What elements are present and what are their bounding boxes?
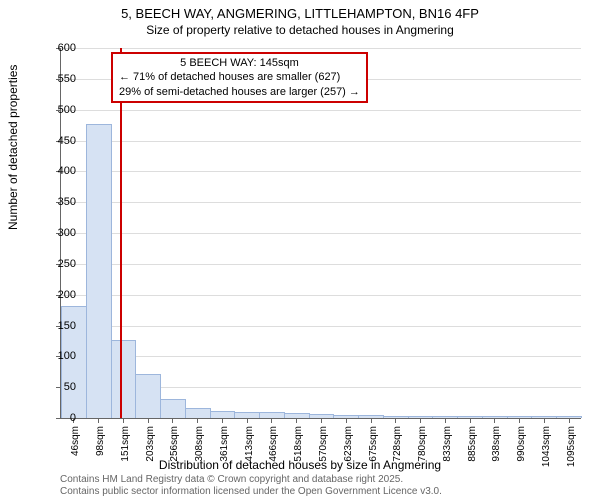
ytick-label: 400 (58, 165, 76, 177)
xtick-label: 518sqm (293, 426, 304, 462)
xtick-mark (148, 418, 149, 423)
xtick-mark (519, 418, 520, 423)
xtick-mark (346, 418, 347, 423)
xtick-label: 675sqm (368, 426, 379, 462)
xtick-mark (296, 418, 297, 423)
xtick-mark (569, 418, 570, 423)
xtick-mark (420, 418, 421, 423)
ytick-label: 50 (64, 381, 76, 393)
xtick-label: 570sqm (318, 426, 329, 462)
ytick-label: 350 (58, 196, 76, 208)
xtick-label: 46sqm (70, 426, 81, 456)
xtick-mark (371, 418, 372, 423)
xtick-label: 623sqm (343, 426, 354, 462)
callout-line3: 29% of semi-detached houses are larger (… (119, 85, 360, 99)
ytick-label: 0 (70, 412, 76, 424)
footer-attribution: Contains HM Land Registry data © Crown c… (60, 474, 442, 498)
xtick-label: 990sqm (516, 426, 527, 462)
chart-subtitle: Size of property relative to detached ho… (0, 23, 600, 37)
xtick-mark (172, 418, 173, 423)
property-marker-line (120, 48, 122, 418)
gridline (61, 295, 581, 296)
ytick-label: 450 (58, 135, 76, 147)
footer-line1: Contains HM Land Registry data © Crown c… (60, 474, 442, 486)
xtick-label: 885sqm (467, 426, 478, 462)
xtick-label: 361sqm (219, 426, 230, 462)
gridline (61, 171, 581, 172)
gridline (61, 141, 581, 142)
plot-region: 46sqm98sqm151sqm203sqm256sqm308sqm361sqm… (60, 48, 581, 419)
gridline (61, 233, 581, 234)
gridline (61, 326, 581, 327)
gridline (61, 110, 581, 111)
chart-title: 5, BEECH WAY, ANGMERING, LITTLEHAMPTON, … (0, 0, 600, 23)
ytick-label: 550 (58, 73, 76, 85)
ytick-label: 150 (58, 320, 76, 332)
xtick-mark (197, 418, 198, 423)
histogram-bar (86, 124, 112, 418)
ytick-label: 100 (58, 350, 76, 362)
histogram-bar (135, 374, 161, 418)
xtick-label: 938sqm (491, 426, 502, 462)
xtick-label: 833sqm (442, 426, 453, 462)
ytick-label: 600 (58, 42, 76, 54)
gridline (61, 356, 581, 357)
gridline (61, 48, 581, 49)
xtick-mark (271, 418, 272, 423)
xtick-label: 728sqm (392, 426, 403, 462)
xtick-label: 98sqm (95, 426, 106, 456)
xtick-mark (247, 418, 248, 423)
xtick-mark (544, 418, 545, 423)
xtick-label: 203sqm (145, 426, 156, 462)
ytick-label: 200 (58, 289, 76, 301)
callout-line2: ← 71% of detached houses are smaller (62… (119, 70, 360, 84)
xtick-mark (494, 418, 495, 423)
histogram-bar (111, 340, 137, 418)
xtick-label: 413sqm (244, 426, 255, 462)
property-callout: 5 BEECH WAY: 145sqm← 71% of detached hou… (111, 52, 368, 103)
xtick-label: 308sqm (194, 426, 205, 462)
xtick-mark (222, 418, 223, 423)
xtick-label: 466sqm (268, 426, 279, 462)
xtick-label: 151sqm (120, 426, 131, 462)
histogram-bar (185, 408, 211, 418)
xtick-mark (395, 418, 396, 423)
xtick-mark (123, 418, 124, 423)
y-axis-label: Number of detached properties (6, 65, 20, 230)
xtick-mark (470, 418, 471, 423)
xtick-mark (321, 418, 322, 423)
gridline (61, 264, 581, 265)
xtick-label: 780sqm (417, 426, 428, 462)
ytick-mark (56, 418, 61, 419)
ytick-label: 300 (58, 227, 76, 239)
histogram-bar (160, 399, 186, 419)
xtick-mark (445, 418, 446, 423)
ytick-label: 250 (58, 258, 76, 270)
ytick-label: 500 (58, 104, 76, 116)
histogram-bar (210, 411, 236, 418)
xtick-mark (98, 418, 99, 423)
x-axis-label: Distribution of detached houses by size … (0, 458, 600, 472)
callout-line1: 5 BEECH WAY: 145sqm (119, 56, 360, 70)
gridline (61, 202, 581, 203)
xtick-label: 256sqm (169, 426, 180, 462)
footer-line2: Contains public sector information licen… (60, 486, 442, 498)
chart-plot-area: 46sqm98sqm151sqm203sqm256sqm308sqm361sqm… (60, 48, 580, 418)
